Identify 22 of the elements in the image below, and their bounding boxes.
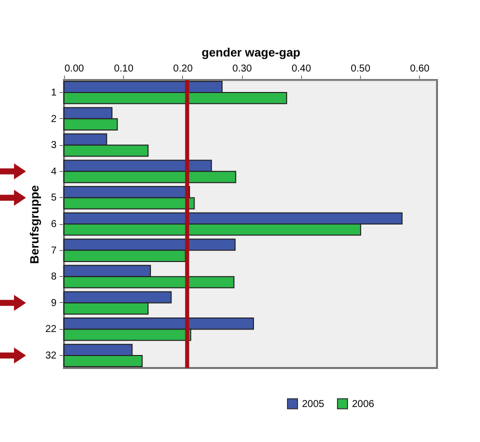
- x-tick-label: 0.60: [410, 64, 430, 74]
- x-tick-label: 0.40: [292, 64, 312, 74]
- y-tick-label: 7: [50, 245, 57, 256]
- y-tick-label: 6: [50, 219, 57, 230]
- x-tick-label: 0.20: [173, 64, 194, 74]
- legend-label: 2006: [352, 398, 375, 410]
- x-tick-label: 0.30: [232, 64, 252, 74]
- x-tick-label: 0.10: [114, 64, 134, 74]
- y-axis-title: Berufsgruppe: [27, 184, 42, 264]
- x-tick-label: 0.50: [350, 64, 371, 74]
- y-tick-label: 32: [45, 350, 57, 362]
- x-tick-label: 0.00: [64, 64, 84, 74]
- legend-label: 2005: [302, 398, 325, 410]
- y-tick-label: 4: [50, 166, 57, 178]
- y-tick-label: 3: [50, 140, 57, 152]
- y-tick-label: 1: [50, 87, 57, 98]
- y-tick-label: 9: [50, 298, 57, 309]
- y-tick-label: 8: [50, 272, 57, 283]
- y-tick-label: 2: [50, 114, 57, 125]
- y-tick-label: 5: [50, 192, 57, 204]
- x-axis-title: gender wage-gap: [202, 46, 300, 60]
- y-tick-label: 22: [45, 324, 57, 336]
